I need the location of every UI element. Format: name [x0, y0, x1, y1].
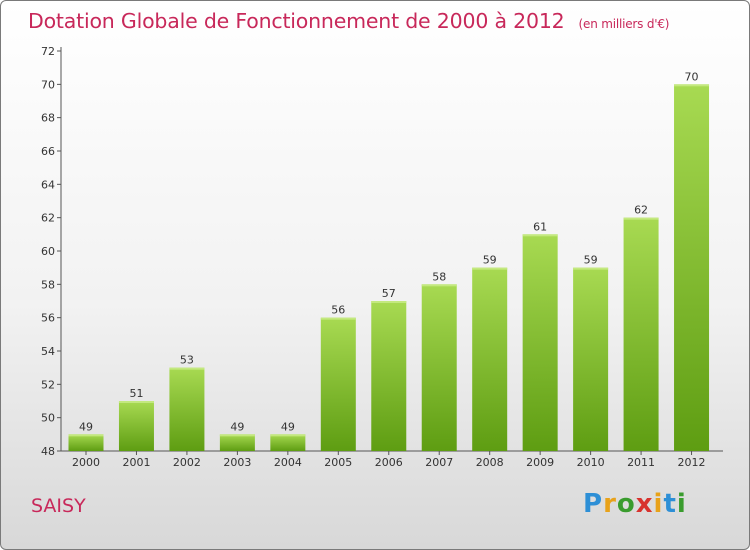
logo-letter: t [663, 489, 677, 519]
bar [573, 267, 609, 451]
bar [320, 317, 356, 451]
y-tick-label: 56 [41, 312, 55, 325]
logo-letter: i [653, 489, 664, 519]
x-tick-label: 2004 [274, 456, 302, 469]
logo-letter: r [603, 489, 617, 519]
data-label: 49 [230, 420, 244, 433]
data-label: 58 [432, 270, 446, 283]
data-label: 49 [79, 420, 93, 433]
y-tick-label: 72 [41, 45, 55, 58]
data-label: 57 [382, 287, 396, 300]
logo-letter: P [583, 489, 604, 519]
bar-top-edge [674, 84, 710, 87]
bar-top-edge [169, 367, 205, 370]
data-label: 61 [533, 220, 547, 233]
x-tick-label: 2011 [627, 456, 655, 469]
chart-axes: 48 50 52 54 56 58 60 62 64 66 68 70 72 [41, 45, 723, 458]
y-tick-label: 52 [41, 378, 55, 391]
logo-letter: o [616, 489, 636, 519]
bar-top-edge [270, 434, 306, 437]
x-tick-label: 2003 [223, 456, 251, 469]
x-tick-label: 2005 [324, 456, 352, 469]
bar [674, 84, 710, 451]
data-label: 49 [281, 420, 295, 433]
chart-subtitle: (en milliers d'€) [578, 17, 670, 31]
bar [522, 234, 558, 451]
y-tick-label: 66 [41, 145, 55, 158]
y-tick-label: 62 [41, 212, 55, 225]
x-tick-label: 2001 [122, 456, 150, 469]
bar-top-edge [219, 434, 255, 437]
bar [68, 434, 104, 451]
bar [421, 284, 457, 451]
bar [371, 301, 407, 451]
y-tick-label: 64 [41, 178, 55, 191]
x-tick-label: 2012 [678, 456, 706, 469]
x-tick-label: 2008 [476, 456, 504, 469]
data-label: 53 [180, 354, 194, 367]
bar-top-edge [320, 317, 356, 320]
data-label: 51 [129, 387, 143, 400]
bar-top-edge [68, 434, 104, 437]
chart-labels: 2000 49 2001 51 2002 53 2003 49 2004 49 2005 56 2006… [72, 70, 706, 469]
logo-letter: x [635, 489, 654, 519]
x-tick-label: 2000 [72, 456, 100, 469]
bar [472, 267, 508, 451]
proxiti-logo: Proxiti [583, 489, 687, 519]
data-label: 70 [685, 70, 699, 83]
bar-top-edge [421, 284, 457, 287]
y-tick-label: 68 [41, 112, 55, 125]
x-tick-label: 2010 [577, 456, 605, 469]
y-tick-label: 48 [41, 445, 55, 458]
data-label: 59 [584, 254, 598, 267]
chart-title-text: Dotation Globale de Fonctionnement de 20… [28, 9, 565, 33]
x-tick-label: 2006 [375, 456, 403, 469]
commune-name: SAISY [31, 495, 86, 517]
bar-top-edge [522, 234, 558, 237]
bar [623, 217, 659, 451]
bar [219, 434, 255, 451]
bar-top-edge [118, 401, 154, 403]
bar-top-edge [371, 301, 407, 303]
bar [169, 367, 205, 451]
y-tick-label: 50 [41, 412, 55, 425]
bar [118, 401, 154, 451]
x-tick-label: 2002 [173, 456, 201, 469]
x-tick-label: 2007 [425, 456, 453, 469]
data-label: 59 [483, 254, 497, 267]
y-tick-label: 58 [41, 278, 55, 291]
y-tick-label: 70 [41, 78, 55, 91]
x-tick-label: 2009 [526, 456, 554, 469]
data-label: 62 [634, 204, 648, 217]
y-tick-label: 60 [41, 245, 55, 258]
chart-bars [68, 84, 710, 451]
bar [270, 434, 306, 451]
chart-title: Dotation Globale de Fonctionnement de 20… [28, 9, 669, 33]
logo-letter: i [676, 489, 687, 519]
data-label: 56 [331, 304, 345, 317]
bar-top-edge [623, 217, 659, 220]
y-tick-label: 54 [41, 345, 55, 358]
bar-top-edge [472, 267, 508, 270]
bar-top-edge [573, 267, 609, 270]
